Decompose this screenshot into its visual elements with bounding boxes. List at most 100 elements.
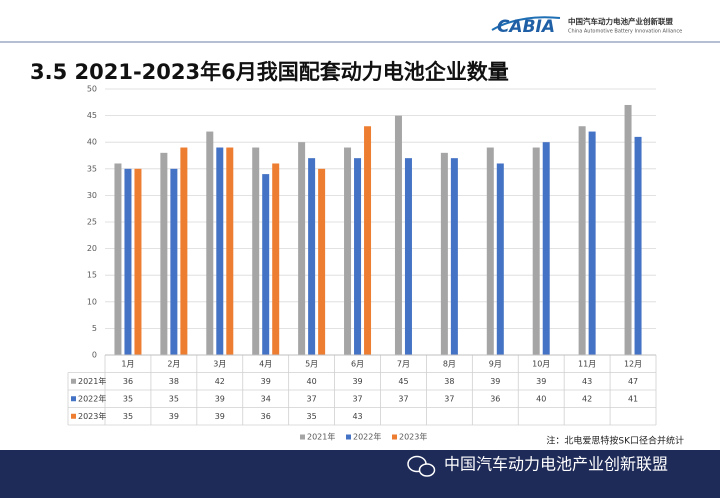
chart-title: 3.5 2021-2023年6月我国配套动力电池企业数量	[30, 60, 509, 84]
y-tick-label: 15	[87, 271, 97, 280]
bar	[134, 168, 142, 355]
table-cell: 42	[215, 377, 225, 386]
bar	[272, 163, 280, 355]
bar	[542, 142, 550, 355]
table-cell: 39	[490, 377, 500, 386]
bar	[226, 147, 234, 355]
x-tick-label: 10月	[532, 359, 550, 368]
table-cell: 40	[536, 394, 546, 403]
logo: CABIA	[497, 17, 555, 37]
bar	[578, 126, 586, 356]
y-tick-label: 35	[87, 164, 97, 173]
table-cell: 35	[123, 412, 133, 421]
x-tick-label: 1月	[121, 359, 134, 368]
table-cell: 36	[261, 412, 271, 421]
bar	[298, 142, 306, 355]
y-tick-label: 5	[92, 324, 97, 333]
table-cell: 35	[123, 394, 133, 403]
x-tick-label: 3月	[213, 359, 226, 368]
y-tick-label: 0	[92, 351, 97, 360]
org-en: China Automotive Battery Innovation Alli…	[568, 29, 682, 35]
table-cell: 45	[398, 377, 408, 386]
legend-label: 2022年	[353, 432, 381, 442]
x-tick-label: 11月	[578, 359, 596, 368]
table-cell: 39	[215, 412, 225, 421]
table-cell: 37	[444, 394, 454, 403]
bar	[170, 168, 178, 355]
x-tick-label: 5月	[305, 359, 318, 368]
bar	[450, 158, 458, 355]
bar	[634, 136, 642, 355]
table-cell: 39	[261, 377, 271, 386]
table-row-label: 2021年	[78, 376, 106, 386]
y-tick-label: 40	[87, 138, 97, 147]
wechat-icon	[407, 455, 436, 477]
table-row-label: 2023年	[78, 411, 106, 421]
y-tick-label: 50	[87, 85, 97, 94]
bar	[588, 131, 596, 355]
table-cell: 41	[628, 394, 638, 403]
bar	[354, 158, 362, 355]
bar	[532, 147, 540, 355]
bar	[344, 147, 352, 355]
x-tick-label: 12月	[624, 359, 642, 368]
note: 注：北电爱思特按SK口径合并统计	[546, 435, 684, 447]
table-cell: 38	[169, 377, 179, 386]
bar	[624, 104, 632, 356]
bar	[440, 152, 448, 355]
bar	[206, 131, 214, 355]
bar	[216, 147, 224, 355]
table-cell: 43	[582, 377, 592, 386]
org-cn: 中国汽车动力电池产业创新联盟	[568, 16, 673, 26]
bar	[114, 163, 122, 355]
y-tick-label: 10	[87, 297, 97, 306]
bar	[404, 158, 412, 355]
bar	[262, 174, 270, 355]
bar	[180, 147, 188, 355]
x-tick-label: 9月	[489, 359, 502, 368]
table-row-label: 2022年	[78, 393, 106, 403]
table-cell: 39	[536, 377, 546, 386]
table-legend-key	[71, 396, 76, 402]
table-cell: 40	[307, 377, 317, 386]
bar	[124, 168, 132, 355]
table-cell: 37	[307, 394, 317, 403]
x-tick-label: 4月	[259, 359, 272, 368]
legend-key	[346, 434, 351, 440]
table-cell: 35	[307, 412, 317, 421]
legend-key	[392, 434, 397, 440]
table-cell: 37	[398, 394, 408, 403]
y-tick-label: 45	[87, 111, 97, 120]
table-legend-key	[71, 378, 76, 384]
bar	[486, 147, 494, 355]
table-cell: 36	[490, 394, 500, 403]
y-tick-label: 25	[87, 218, 97, 227]
legend-key	[300, 434, 305, 440]
footer-text: 中国汽车动力电池产业创新联盟	[444, 455, 668, 474]
legend-label: 2021年	[307, 432, 335, 442]
x-tick-label: 7月	[397, 359, 410, 368]
footer-band	[0, 450, 720, 498]
bar	[160, 152, 168, 355]
table-cell: 39	[169, 412, 179, 421]
bar	[308, 158, 316, 355]
x-tick-label: 8月	[443, 359, 456, 368]
logo-swoosh	[491, 16, 561, 31]
table-cell: 39	[352, 377, 362, 386]
table-cell: 37	[352, 394, 362, 403]
x-tick-label: 2月	[167, 359, 180, 368]
bar	[318, 168, 326, 355]
table-cell: 36	[123, 377, 133, 386]
y-tick-label: 20	[87, 244, 97, 253]
bar	[394, 115, 402, 355]
table-cell: 47	[628, 377, 638, 386]
table-cell: 34	[261, 394, 271, 403]
table-cell: 42	[582, 394, 592, 403]
legend-label: 2023年	[399, 432, 427, 442]
table-cell: 35	[169, 394, 179, 403]
table-legend-key	[71, 413, 76, 419]
table-cell: 38	[444, 377, 454, 386]
y-tick-label: 30	[87, 191, 97, 200]
bar	[496, 163, 504, 355]
